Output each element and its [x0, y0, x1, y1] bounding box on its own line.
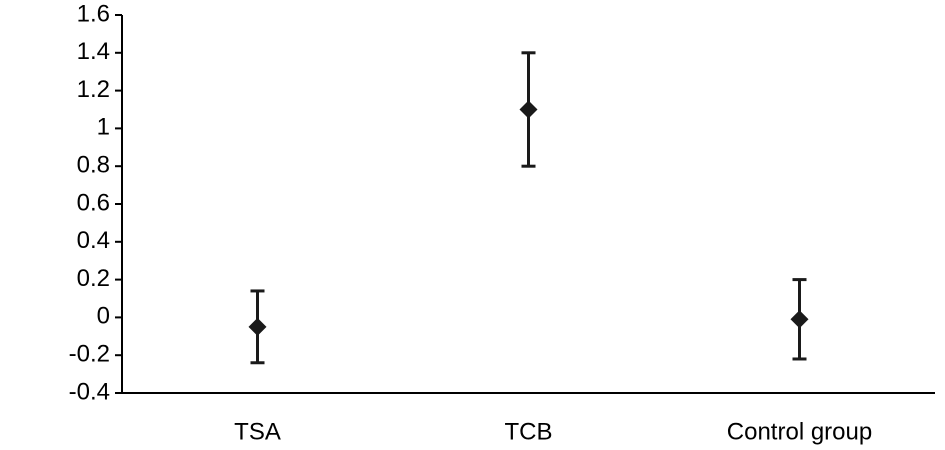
y-tick-label: 0.6 — [77, 189, 110, 216]
x-tick-label: Control group — [727, 418, 872, 445]
marker — [248, 317, 267, 336]
y-tick-label: 1.4 — [77, 38, 110, 65]
y-tick-label: 0 — [97, 303, 110, 330]
y-tick-label: 1 — [97, 114, 110, 141]
marker — [790, 310, 809, 329]
x-tick-label: TCB — [505, 418, 553, 445]
y-tick-label: 1.6 — [77, 0, 110, 27]
y-tick-label: 0.4 — [77, 227, 110, 254]
y-tick-label: 0.8 — [77, 152, 110, 179]
y-tick-label: -0.4 — [69, 378, 110, 405]
y-tick-label: 1.2 — [77, 76, 110, 103]
y-tick-label: 0.2 — [77, 265, 110, 292]
marker — [519, 100, 538, 119]
y-tick-label: -0.2 — [69, 341, 110, 368]
x-tick-label: TSA — [234, 418, 281, 445]
